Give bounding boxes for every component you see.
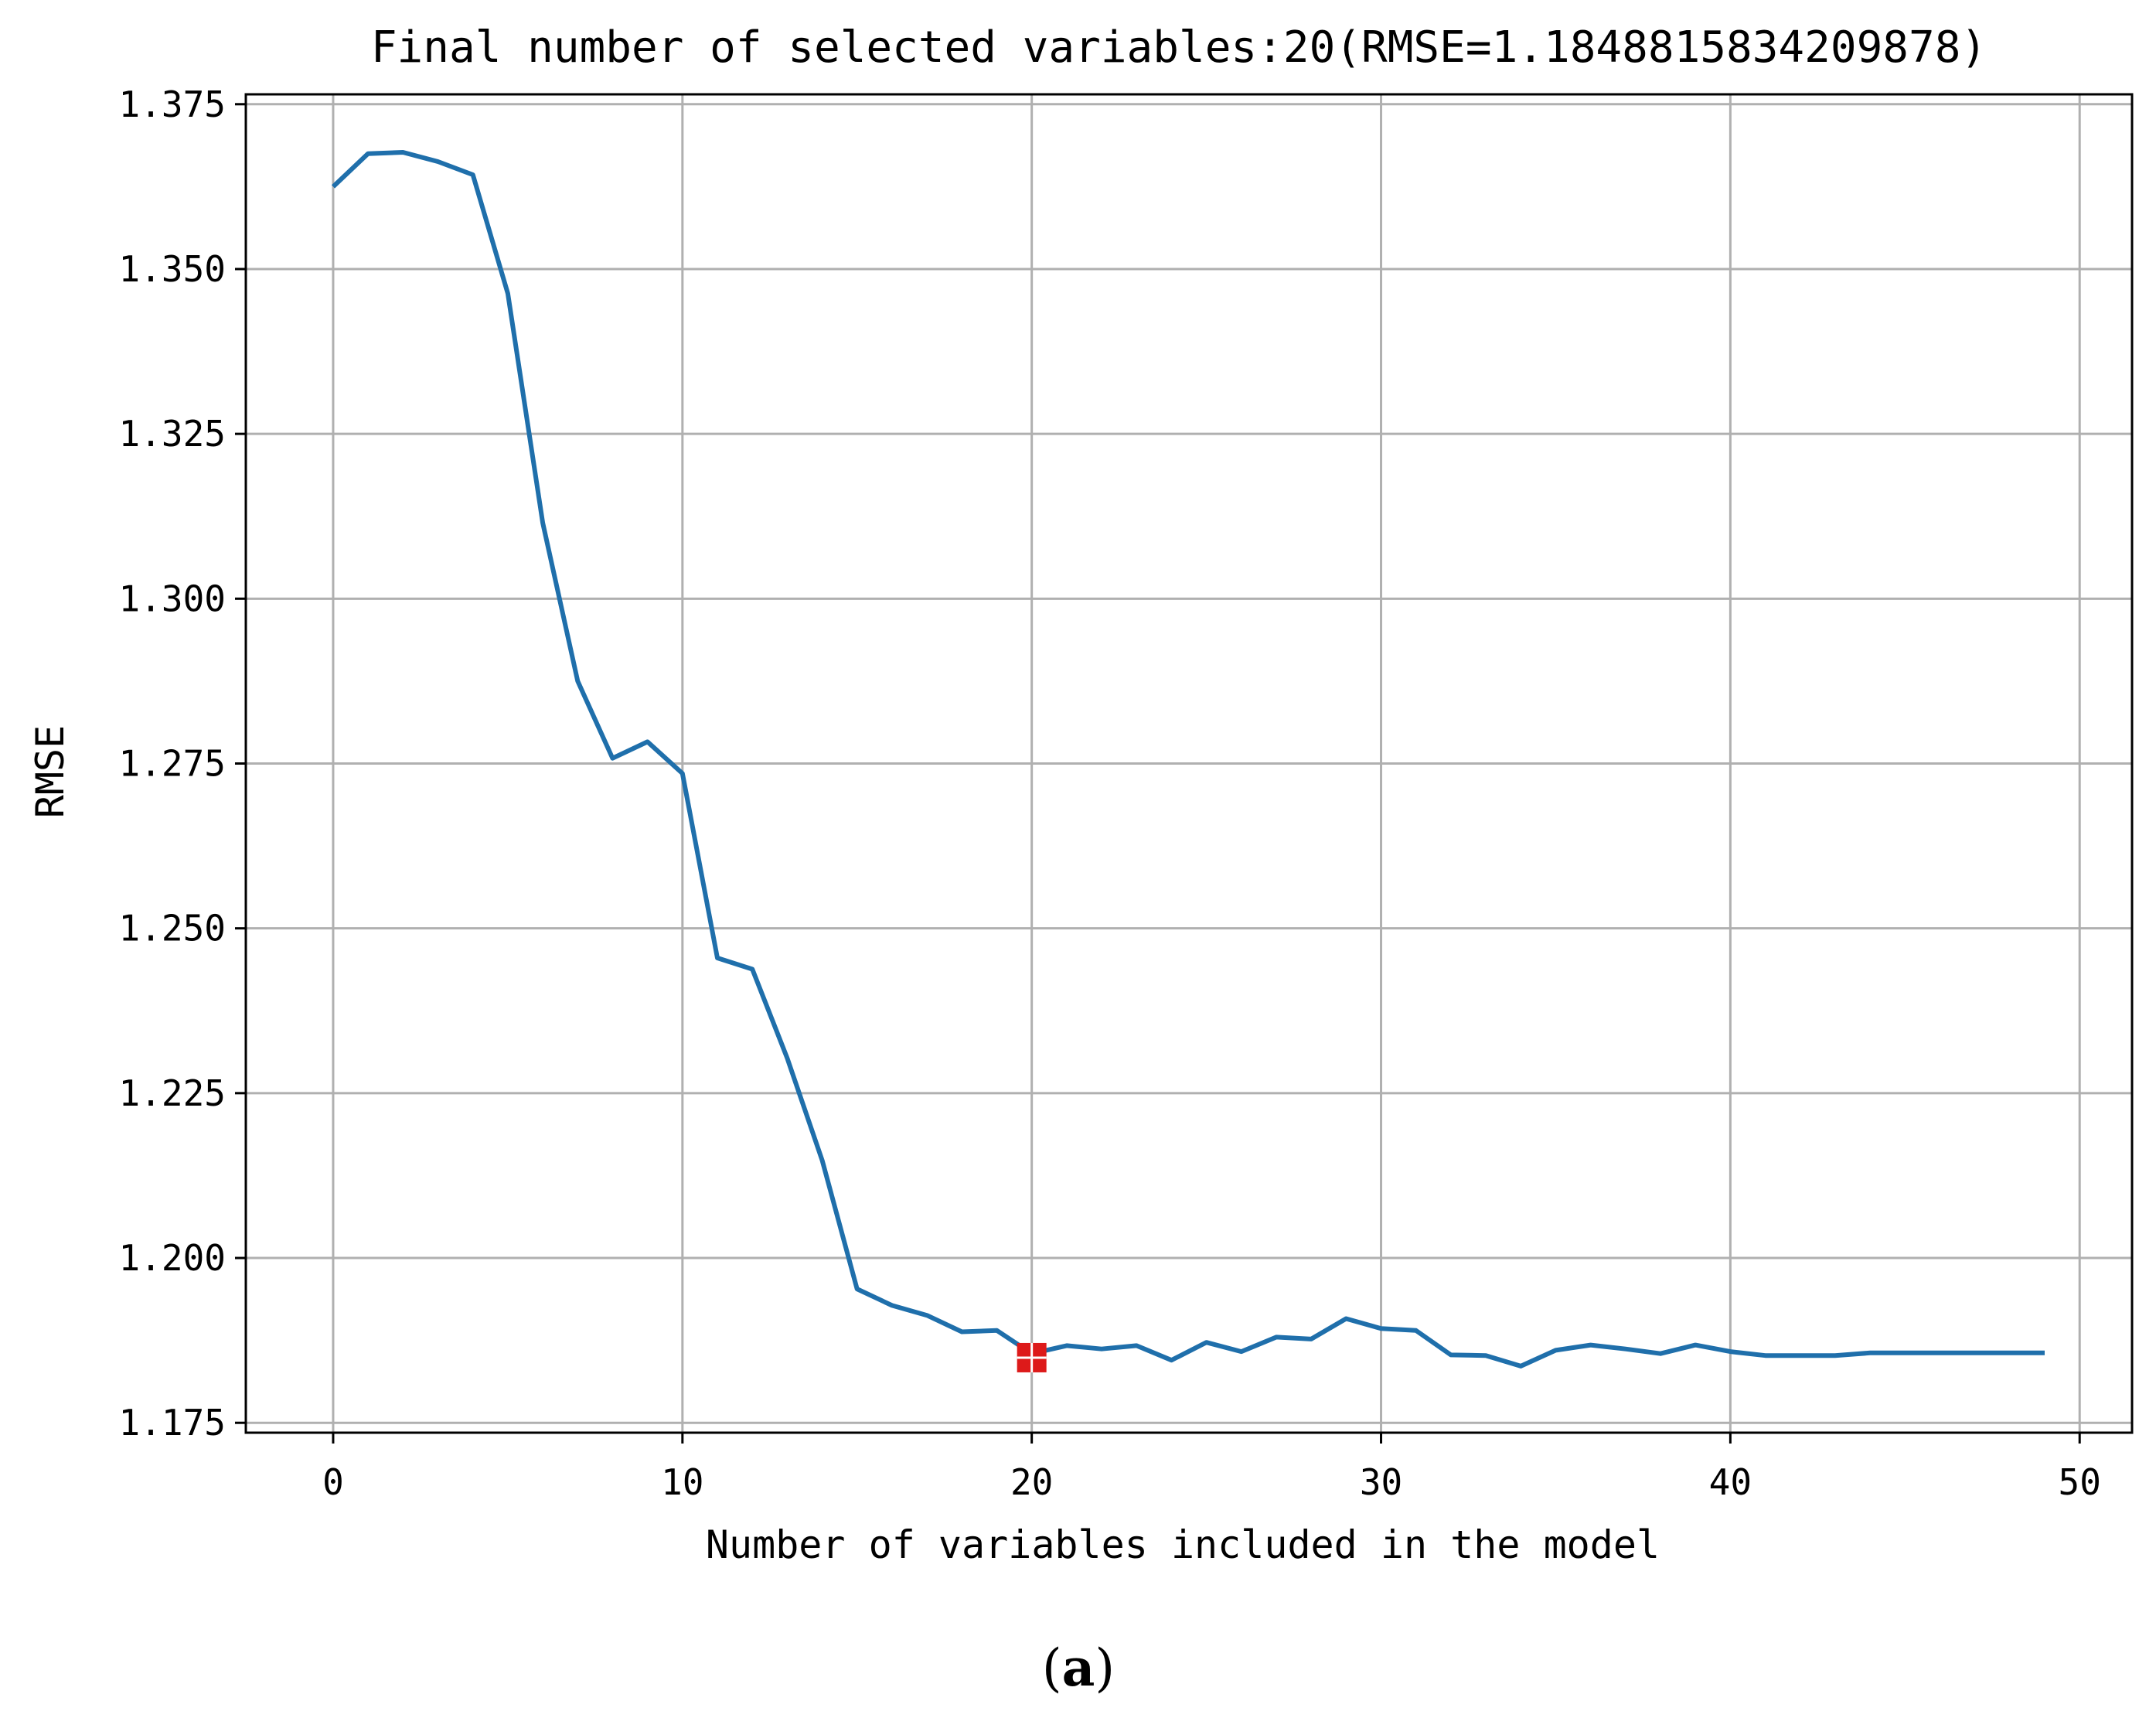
series-layer <box>331 150 2045 1369</box>
figure-caption: (a) <box>1042 1638 1115 1698</box>
x-tick-label: 10 <box>661 1461 703 1503</box>
x-tick-label: 20 <box>1010 1461 1053 1503</box>
y-tick-label: 1.350 <box>119 248 226 290</box>
caption-close-paren: ) <box>1095 1638 1115 1698</box>
y-axis-label: RMSE <box>28 725 73 818</box>
caption-open-paren: ( <box>1042 1638 1062 1698</box>
x-tick-label: 40 <box>1709 1461 1752 1503</box>
x-axis-label: Number of variables included in the mode… <box>706 1522 1660 1567</box>
x-tick-label: 0 <box>322 1461 344 1503</box>
chart-title: Final number of selected variables:20(RM… <box>371 22 1987 73</box>
y-tick-label: 1.275 <box>119 743 226 785</box>
caption-letter: a <box>1062 1638 1095 1698</box>
y-tick-label: 1.250 <box>119 908 226 949</box>
y-tick-label: 1.200 <box>119 1237 226 1279</box>
x-axis-ticks: 0 10 20 30 40 50 <box>322 1433 2101 1503</box>
marker-layer <box>1017 1342 1047 1372</box>
x-tick-label: 30 <box>1360 1461 1402 1503</box>
y-axis-ticks: 1.175 1.200 1.225 1.250 1.275 1.300 1.325 1.350… <box>119 84 246 1444</box>
y-tick-label: 1.300 <box>119 578 226 619</box>
y-tick-label: 1.375 <box>119 84 226 125</box>
rmse-series-line <box>331 150 2045 1369</box>
y-tick-label: 1.175 <box>119 1402 226 1444</box>
x-tick-label: 50 <box>2059 1461 2101 1503</box>
y-tick-label: 1.325 <box>119 413 226 455</box>
grid <box>246 94 2132 1433</box>
y-tick-label: 1.225 <box>119 1072 226 1114</box>
